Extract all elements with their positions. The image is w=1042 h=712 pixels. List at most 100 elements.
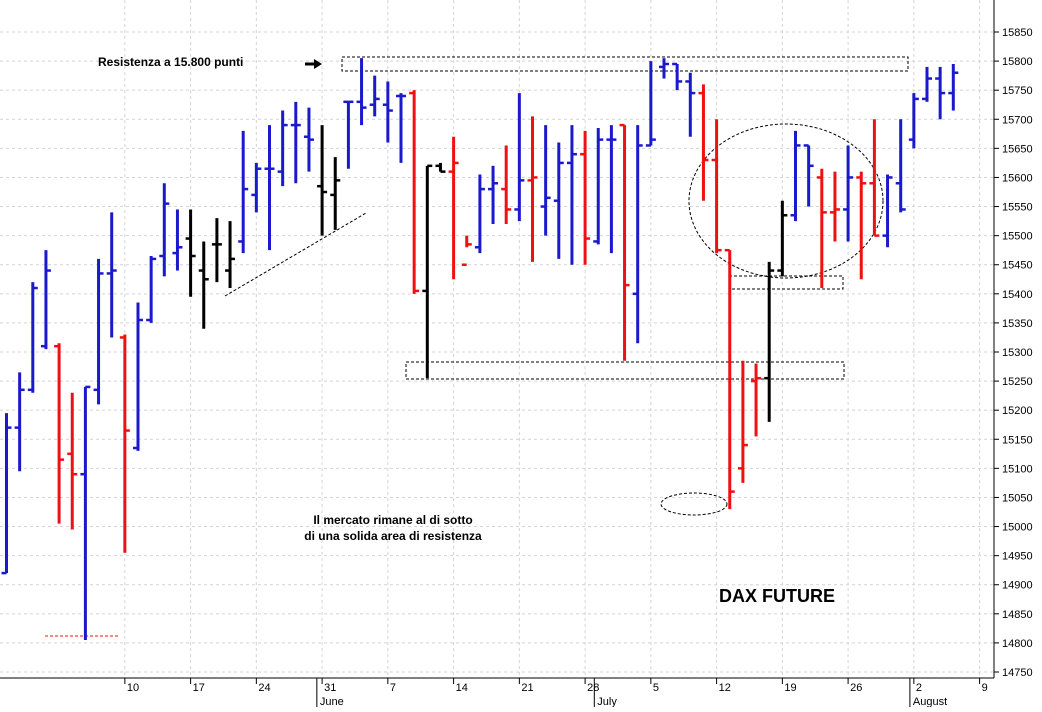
y-tick-label: 15000: [1002, 522, 1033, 534]
y-tick-label: 15150: [1002, 434, 1033, 446]
y-tick-label: 15450: [1002, 260, 1033, 272]
ohlc-bar: [264, 125, 275, 251]
y-tick-label: 15500: [1002, 231, 1033, 243]
ohlc-bar: [133, 302, 143, 451]
ohlc-bar: [777, 200, 788, 277]
y-tick-label: 15600: [1002, 172, 1033, 184]
x-tick-label: 9: [982, 682, 988, 694]
ohlc-bar: [540, 125, 551, 236]
ohlc-bar: [474, 174, 485, 254]
ohlc-bar: [251, 162, 262, 213]
ohlc-bar: [435, 162, 446, 173]
x-tick-label: 14: [456, 682, 468, 694]
x-tick-label: 2: [916, 682, 922, 694]
x-tick-label: 26: [850, 682, 862, 694]
y-tick-label: 15100: [1002, 463, 1033, 475]
ohlc-bar: [527, 116, 538, 262]
ohlc-bar: [238, 130, 249, 254]
ohlc-bar: [317, 125, 328, 236]
y-tick-label: 15350: [1002, 318, 1033, 330]
arrow-head-icon: [314, 59, 322, 69]
y-tick-label: 15050: [1002, 492, 1033, 504]
x-tick-label: 19: [784, 682, 796, 694]
ohlc-bar: [856, 171, 867, 280]
y-tick-label: 14800: [1002, 638, 1033, 650]
ohlc-bar: [106, 212, 117, 338]
y-tick-label: 15200: [1002, 405, 1033, 417]
ohlc-bar: [790, 130, 801, 222]
y-tick-label: 14750: [1002, 667, 1033, 679]
y-axis: 14750 14800 14850 14900 14950 15000 15050 15100…: [993, 0, 1033, 679]
ohlc-bar: [211, 218, 222, 283]
x-tick-label: 7: [390, 682, 396, 694]
ohlc-bar: [737, 360, 748, 483]
trend-line: [224, 212, 367, 297]
y-tick-label: 15550: [1002, 202, 1033, 214]
y-tick-label: 15700: [1002, 114, 1033, 126]
ohlc-bar: [724, 248, 735, 510]
x-tick-label: 10: [127, 682, 139, 694]
grid-lines: [0, 0, 994, 678]
ohlc-bar: [1, 413, 12, 575]
ohlc-bar: [882, 174, 893, 248]
x-tick-label: 12: [719, 682, 731, 694]
y-tick-label: 15400: [1002, 289, 1033, 301]
month-label: August: [913, 696, 947, 707]
y-tick-label: 15650: [1002, 143, 1033, 155]
ohlc-bar: [382, 81, 393, 143]
note-line-1: Il mercato rimane al di sotto: [313, 513, 472, 527]
ohlc-bar: [93, 258, 104, 405]
ohlc-bar: [461, 235, 472, 266]
ohlc-bar: [593, 128, 604, 245]
ohlc-bar: [40, 250, 51, 350]
y-tick-label: 14850: [1002, 609, 1033, 621]
ohlc-bar: [606, 125, 617, 254]
ohlc-bar: [277, 110, 288, 187]
ohlc-bar: [146, 256, 157, 323]
ohlc-bar: [27, 282, 38, 393]
ohlc-bar: [488, 165, 499, 224]
ohlc-bar: [908, 93, 919, 149]
ohlc-bar: [80, 385, 91, 640]
y-tick-label: 15750: [1002, 85, 1033, 97]
ohlc-bar: [685, 72, 696, 137]
ohlc-bars: [1, 58, 959, 640]
ohlc-bar: [659, 58, 669, 79]
y-tick-label: 14950: [1002, 551, 1033, 563]
ohlc-bar: [619, 123, 630, 361]
ohlc-bar: [632, 125, 643, 344]
ohlc-bar: [895, 119, 906, 213]
ohlc-bar: [356, 58, 367, 126]
y-tick-label: 15850: [1002, 27, 1033, 39]
ohlc-bar: [869, 119, 880, 237]
ohlc-bar: [843, 145, 854, 242]
consolidation-circle: [688, 123, 884, 279]
x-tick-label: 28: [587, 682, 599, 694]
ohlc-bar: [645, 61, 656, 147]
ohlc-bar: [119, 334, 130, 553]
ohlc-bar: [422, 164, 433, 379]
ohlc-bar: [330, 157, 341, 230]
ohlc-bar: [816, 168, 827, 288]
ohlc-bar: [448, 136, 459, 280]
ohlc-bar: [803, 144, 814, 207]
ohlc-bar: [159, 183, 170, 277]
ohlc-bar: [172, 209, 183, 271]
note-line-2: di una solida area di resistenza: [304, 529, 482, 543]
x-tick-label: 24: [258, 682, 270, 694]
y-tick-label: 15300: [1002, 347, 1033, 359]
resistance-zone-box: [341, 56, 909, 72]
ohlc-bar: [764, 261, 775, 422]
ohlc-bar: [225, 221, 236, 288]
y-tick-label: 15250: [1002, 376, 1033, 388]
chart-annotations: [45, 56, 909, 637]
ohlc-bar: [290, 101, 301, 184]
y-tick-label: 15800: [1002, 56, 1033, 68]
ohlc-bar: [566, 125, 577, 265]
ohlc-bar: [185, 209, 196, 297]
y-tick-label: 14900: [1002, 580, 1033, 592]
ohlc-bar: [501, 145, 512, 224]
ohlc-bar: [369, 75, 380, 117]
x-tick-label: 31: [324, 682, 336, 694]
ohlc-bar: [751, 363, 762, 437]
